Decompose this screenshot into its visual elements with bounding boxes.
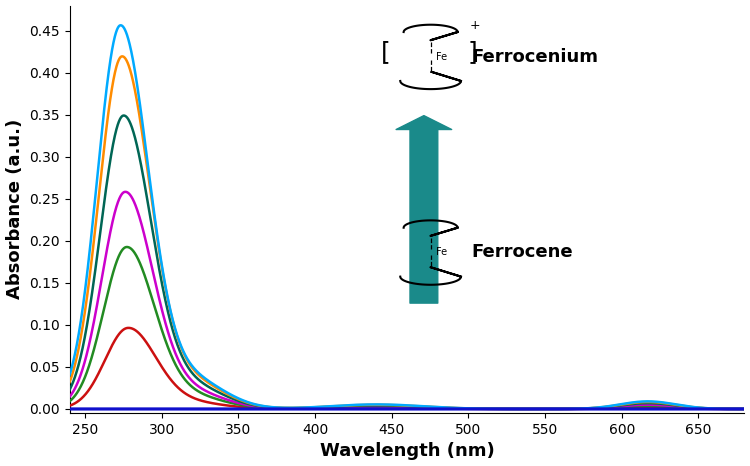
Text: Ferrocenium: Ferrocenium xyxy=(471,48,598,66)
Text: [: [ xyxy=(380,41,390,64)
Text: Fe: Fe xyxy=(436,247,447,257)
Text: ]: ] xyxy=(468,41,478,64)
Text: Fe: Fe xyxy=(436,52,447,62)
Text: +: + xyxy=(470,19,481,32)
X-axis label: Wavelength (nm): Wavelength (nm) xyxy=(320,442,494,460)
Text: Ferrocene: Ferrocene xyxy=(471,243,573,261)
Y-axis label: Absorbance (a.u.): Absorbance (a.u.) xyxy=(5,119,23,300)
